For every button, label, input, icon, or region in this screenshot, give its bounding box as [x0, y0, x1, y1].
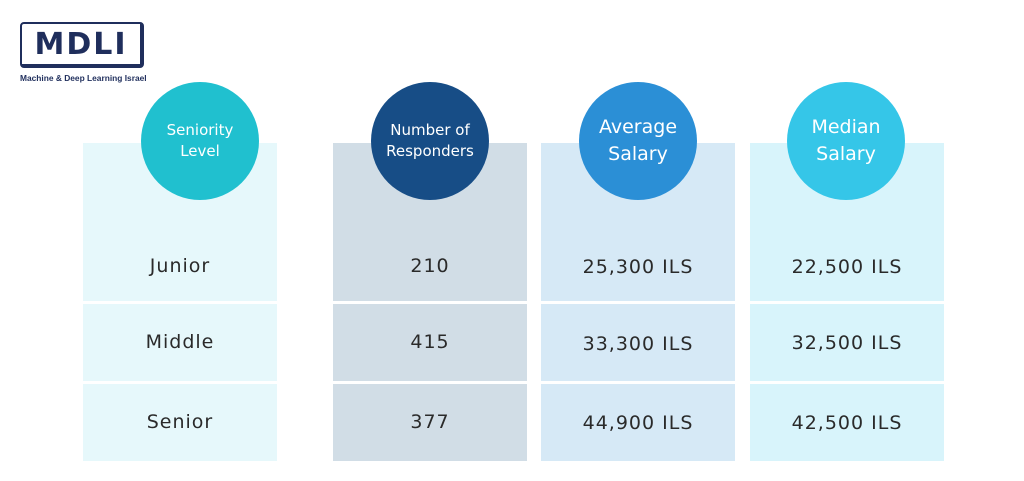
header-line: Salary [608, 143, 668, 165]
cell-median-senior: 42,500 ILS [791, 412, 903, 434]
row-divider [333, 301, 527, 304]
cell-median-junior: 22,500 ILS [791, 256, 903, 278]
header-line: Responders [386, 142, 474, 160]
row-divider [750, 301, 944, 304]
cell-average-junior: 25,300 ILS [582, 256, 694, 278]
column-average-salary: 25,300 ILS 33,300 ILS 44,900 ILS [541, 143, 735, 461]
cell-responders-junior: 210 [410, 255, 450, 277]
cell-level-junior: Junior [149, 255, 211, 277]
row-divider [750, 381, 944, 384]
row-divider [333, 381, 527, 384]
cell-responders-middle: 415 [410, 331, 450, 353]
cell-average-senior: 44,900 ILS [582, 412, 694, 434]
cell-responders-senior: 377 [410, 411, 450, 433]
logo-text: MDLI [34, 26, 128, 62]
header-line: Level [180, 142, 220, 160]
cell-level-middle: Middle [145, 331, 215, 353]
cell-median-middle: 32,500 ILS [791, 332, 903, 354]
row-divider [83, 381, 277, 384]
header-line: Salary [816, 143, 876, 165]
row-divider [541, 301, 735, 304]
row-divider [541, 381, 735, 384]
header-line: Number of [390, 121, 470, 139]
header-line: Average [598, 116, 678, 139]
brand-logo: MDLI [20, 22, 144, 68]
header-number-of-responders: Number of Responders [371, 82, 489, 200]
cell-average-middle: 33,300 ILS [582, 333, 694, 355]
header-average-salary: Average Salary [579, 82, 697, 200]
header-line: Seniority [166, 121, 234, 139]
row-divider [83, 301, 277, 304]
header-seniority-level: Seniority Level [141, 82, 259, 200]
brand-tagline: Machine & Deep Learning Israel [20, 73, 147, 83]
cell-level-senior: Senior [146, 411, 214, 433]
header-line: Median [811, 116, 881, 139]
header-median-salary: Median Salary [787, 82, 905, 200]
